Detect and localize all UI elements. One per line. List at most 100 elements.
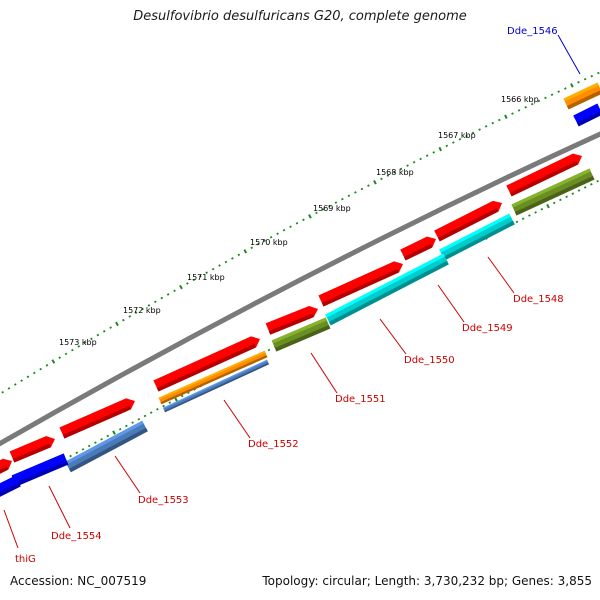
gene-bar-1552-orange[interactable] [158,350,268,405]
gene-bar-1554a-shadow [12,443,51,463]
gene-bar-1554-highlight [11,453,65,479]
outer-tick [471,131,475,135]
outer-tick [452,141,455,144]
gene-bar-1552-blue[interactable] [162,359,270,413]
inner-tick [590,183,593,186]
outer-tick [90,337,93,341]
gene-bar-1551-body [271,317,331,352]
gene-bar-1548[interactable] [511,168,595,216]
gene-label-dde-1550[interactable]: Dde_1550 [404,355,455,366]
gene-bar-1549a[interactable] [400,236,436,261]
gene-bar-1546-blue-highlight [573,103,599,119]
gene-label-dde-1551[interactable]: Dde_1551 [335,394,386,405]
inner-tick [94,441,97,444]
leader-dde-1550 [379,318,407,355]
scale-tick-track-outer [1,71,600,394]
gene-label-dde-1546[interactable]: Dde_1546 [507,26,558,37]
gene-bar-1550-highlight [325,253,445,318]
gene-bar-1553-shadow [69,427,148,473]
kbp-label-1567: 1567 kbp [438,131,476,140]
outer-tick [360,187,364,191]
gene-bar-1550-body [325,253,449,326]
gene-bar-1554[interactable] [11,453,69,487]
gene-bar-1546-orange[interactable] [563,82,600,110]
outer-tick [354,191,357,194]
outer-tick [45,364,49,367]
outer-tick [250,246,254,250]
inner-tick [162,404,165,408]
outer-tick [597,71,600,75]
gene-bar-1554-body [11,453,69,487]
gene-bar-1546-blue[interactable] [573,103,600,127]
outer-tick [243,249,248,254]
gene-bar-1547-shadow [509,160,579,197]
inner-tick [106,434,110,438]
gene-bar-thig-a-highlight [0,458,5,464]
outer-tick [179,284,183,290]
outer-tick [498,118,501,122]
gene-bar-1554a[interactable] [9,436,56,463]
leader-dde-1551 [310,352,338,394]
outer-tick [393,170,396,174]
gene-bar-1552a[interactable] [153,336,260,392]
gene-bar-1551-highlight [271,317,327,344]
gene-bar-thig[interactable] [0,475,21,501]
outer-tick [484,125,488,128]
outer-tick [276,232,279,235]
outer-tick [134,311,138,315]
outer-tick [71,348,74,352]
leader-dde-1553 [114,455,141,494]
gene-bar-1553[interactable] [65,420,148,473]
outer-tick [563,87,567,90]
outer-tick [1,390,4,394]
gene-bar-1548a[interactable] [434,200,502,242]
gene-bar-1553a[interactable] [59,398,135,439]
inner-tick [131,421,134,424]
gene-bar-1551[interactable] [271,317,331,352]
gene-label-dde-1552[interactable]: Dde_1552 [248,439,299,450]
gene-label-dde-1548[interactable]: Dde_1548 [513,294,564,305]
outer-tick [289,225,292,229]
outer-tick [141,307,144,311]
outer-tick [20,379,23,382]
outer-tick [166,293,170,296]
leader-thig [3,509,19,549]
gene-bar-1551-shadow [274,324,331,352]
outer-tick [432,151,435,154]
gene-label-dde-1553[interactable]: Dde_1553 [138,495,189,506]
gene-label-thig[interactable]: thiG [15,554,36,565]
outer-tick [504,114,508,120]
outer-tick [570,83,574,88]
inner-tick [534,211,537,214]
inner-tick [540,208,544,211]
gene-label-dde-1554[interactable]: Dde_1554 [51,531,102,542]
inner-tick [521,217,525,220]
gene-features [0,82,600,501]
inner-tick [596,179,599,183]
gene-bar-1550a[interactable] [318,261,403,307]
leader-dde-1549 [437,284,465,323]
inner-tick [552,201,556,205]
outer-tick [445,144,449,148]
inner-tick [118,427,122,431]
gene-bar-1548-highlight [511,168,591,208]
gene-bar-1547[interactable] [506,153,582,197]
gene-labels: Dde_1546 Dde_1548 Dde_1549 Dde_1550 Dde_… [3,26,581,565]
gene-bar-1551a[interactable] [265,306,318,335]
gene-bar-1549[interactable] [439,213,515,261]
inner-tick [81,448,85,451]
outer-tick [7,387,11,390]
outer-tick [160,296,164,300]
outer-tick [341,197,344,201]
gene-label-dde-1549[interactable]: Dde_1549 [462,323,513,334]
inner-tick [515,220,519,224]
gene-bar-1546-orange-highlight [563,82,599,102]
gene-bar-thig-a[interactable] [0,458,12,478]
inner-tick [577,189,581,192]
kbp-label-1572: 1572 kbp [123,306,161,315]
gene-bar-1553a-shadow [62,405,131,439]
outer-tick [438,146,443,152]
outer-tick [308,214,312,219]
gene-bar-1550[interactable] [325,253,449,326]
